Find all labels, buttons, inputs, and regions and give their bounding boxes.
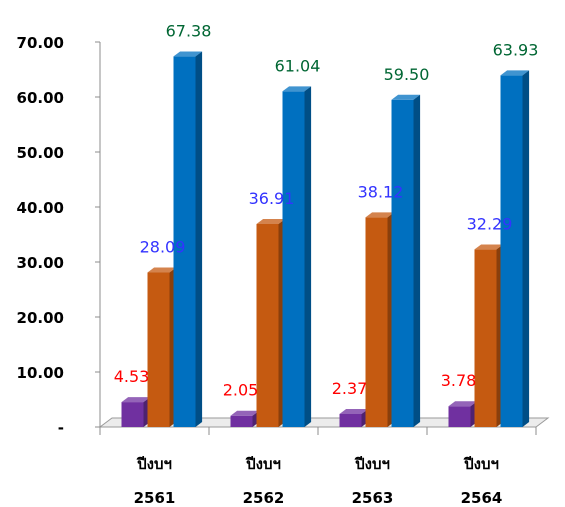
data-label: 61.04 xyxy=(275,56,321,75)
bar-top xyxy=(147,267,177,273)
bar-side xyxy=(522,70,530,427)
bar-top xyxy=(173,51,203,57)
y-tick-label: 40.00 xyxy=(17,199,64,217)
bar-front xyxy=(365,217,388,427)
bar xyxy=(365,212,395,427)
bar-top xyxy=(230,410,260,416)
bar-front xyxy=(121,402,144,427)
data-label: 67.38 xyxy=(166,21,212,40)
data-label: 2.37 xyxy=(332,379,368,398)
x-category-label: 2561 xyxy=(134,489,176,507)
y-tick-label: 10.00 xyxy=(17,364,64,382)
y-tick-label: 70.00 xyxy=(17,34,64,52)
y-tick-label: 20.00 xyxy=(17,309,64,327)
bar-top xyxy=(282,86,312,92)
bar xyxy=(448,401,478,427)
y-tick-label: 60.00 xyxy=(17,89,64,107)
bar xyxy=(339,409,369,427)
bar xyxy=(256,219,286,427)
bar xyxy=(474,244,504,427)
x-category-label: ปีงบฯ xyxy=(245,455,281,473)
bar-top xyxy=(500,70,530,76)
bar xyxy=(147,267,177,427)
chart-bars xyxy=(121,51,530,428)
bar-side xyxy=(413,94,421,428)
bar-side xyxy=(304,86,312,427)
data-label: 3.78 xyxy=(441,371,477,390)
bar-front xyxy=(339,413,362,427)
data-label: 36.91 xyxy=(249,189,295,208)
data-label: 38.12 xyxy=(358,182,404,201)
x-category-label: 2563 xyxy=(352,489,394,507)
data-label: 32.29 xyxy=(467,214,513,233)
bar xyxy=(121,397,151,427)
x-category-label: 2564 xyxy=(461,489,503,507)
bar-front xyxy=(448,406,471,427)
bar xyxy=(230,410,260,427)
y-tick-label: - xyxy=(58,419,64,437)
bar-top xyxy=(391,94,421,100)
chart-axes: - 10.00 20.00 30.00 40.00 50.00 60.00 70.00 ปีงบ… xyxy=(17,34,550,507)
bar-front xyxy=(147,272,170,427)
bar-front xyxy=(474,249,497,427)
bar-top xyxy=(448,401,478,407)
bar xyxy=(500,70,530,427)
bar-side xyxy=(195,51,203,428)
chart-floor xyxy=(98,417,550,428)
bar-top xyxy=(474,244,504,250)
bar xyxy=(282,86,312,427)
x-category-label: ปีงบฯ xyxy=(136,455,172,473)
data-label: 28.09 xyxy=(140,238,186,257)
bar xyxy=(173,51,203,428)
bar-front xyxy=(173,56,196,427)
x-category-label: 2562 xyxy=(243,489,285,507)
data-label: 4.53 xyxy=(114,367,150,386)
y-tick-label: 50.00 xyxy=(17,144,64,162)
data-label: 63.93 xyxy=(493,40,539,59)
bar-front xyxy=(256,223,279,427)
bar-front xyxy=(500,75,523,427)
bar-front xyxy=(391,99,414,427)
y-tick-label: 30.00 xyxy=(17,254,64,272)
bar-top xyxy=(365,212,395,218)
x-category-label: ปีงบฯ xyxy=(354,455,390,473)
bar-top xyxy=(339,409,369,414)
chart-data-labels: 4.53 28.09 67.38 2.05 36.91 61.04 2.37 38.12 59.… xyxy=(114,21,539,399)
data-label: 2.05 xyxy=(223,381,259,400)
bar-front xyxy=(282,91,305,427)
bar-front xyxy=(230,415,253,427)
bar xyxy=(391,94,421,428)
data-label: 59.50 xyxy=(384,65,430,84)
bar-top xyxy=(256,219,286,224)
bar-top xyxy=(121,397,151,403)
x-category-label: ปีงบฯ xyxy=(463,455,499,473)
